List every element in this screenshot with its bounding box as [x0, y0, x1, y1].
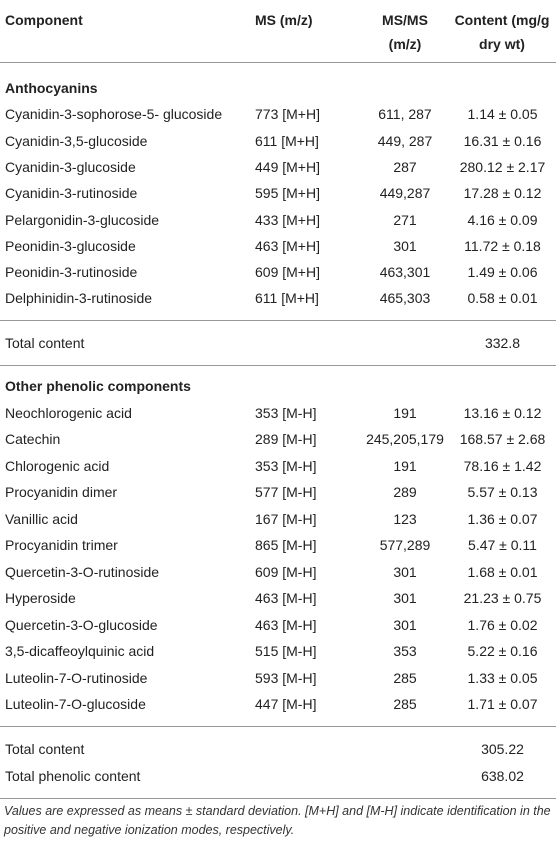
total-value: 305.22: [481, 741, 524, 758]
ms: 609 [M+H]: [255, 264, 320, 281]
total-label: Total phenolic content: [5, 768, 141, 785]
msms: 301: [393, 563, 417, 580]
msms: 245,205,179: [366, 431, 444, 448]
ms: 449 [M+H]: [255, 158, 320, 175]
content: 280.12 ± 2.17: [459, 158, 546, 175]
msms: 289: [393, 484, 417, 501]
component: Delphinidin-3-rutinoside: [5, 290, 153, 307]
msms: 353: [393, 643, 417, 660]
ms: 463 [M+H]: [255, 237, 320, 254]
msms: 301: [393, 616, 417, 633]
content: 0.58 ± 0.01: [467, 290, 538, 307]
component: Procyanidin dimer: [5, 484, 118, 501]
total-value: 638.02: [481, 768, 524, 785]
ms: 353 [M-H]: [255, 457, 317, 474]
msms: 463,301: [379, 264, 431, 281]
component: Hyperoside: [5, 590, 76, 607]
section-title: Anthocyanins: [5, 80, 98, 96]
component: Pelargonidin-3-glucoside: [5, 211, 160, 228]
ms: 611 [M+H]: [255, 132, 319, 149]
total-value: 332.8: [484, 335, 521, 352]
ms: 577 [M-H]: [255, 484, 317, 501]
msms: 449,287: [379, 185, 431, 202]
content: 1.36 ± 0.07: [467, 510, 538, 527]
ms: 447 [M-H]: [255, 696, 317, 713]
rule: [0, 798, 556, 800]
column-header: Content (mg/g dry wt): [454, 12, 550, 52]
content: 1.71 ± 0.07: [467, 696, 538, 713]
component: Quercetin-3-O-glucoside: [5, 616, 158, 633]
component: Quercetin-3-O-rutinoside: [5, 563, 160, 580]
msms: 449, 287: [377, 132, 433, 149]
content: 17.28 ± 0.12: [463, 185, 542, 202]
rule: [0, 62, 556, 63]
msms: 191: [393, 404, 417, 421]
component: Luteolin-7-O-glucoside: [5, 696, 146, 713]
content: 168.57 ± 2.68: [459, 431, 546, 448]
content: 13.16 ± 0.12: [463, 404, 542, 421]
ms: 167 [M-H]: [255, 510, 317, 527]
content: 5.47 ± 0.11: [468, 537, 537, 554]
msms: 301: [393, 590, 417, 607]
msms: 123: [393, 510, 417, 527]
msms: 465,303: [379, 290, 431, 307]
content: 1.49 ± 0.06: [467, 264, 538, 281]
content: 5.22 ± 0.16: [467, 643, 538, 660]
msms: 285: [393, 696, 417, 713]
component: 3,5-dicaffeoylquinic acid: [5, 643, 155, 660]
msms: 287: [393, 158, 417, 175]
content: 16.31 ± 0.16: [463, 132, 542, 149]
msms: 301: [393, 237, 417, 254]
column-header: MS/MS (m/z): [382, 12, 428, 52]
rule: [0, 365, 556, 367]
component: Chlorogenic acid: [5, 457, 110, 474]
component: Vanillic acid: [5, 510, 78, 527]
footnote: Values are expressed as means ± standard…: [4, 804, 551, 838]
content: 1.33 ± 0.05: [467, 669, 538, 686]
rule: [0, 726, 556, 728]
content: 1.14 ± 0.05: [467, 106, 538, 123]
component: Peonidin-3-rutinoside: [5, 264, 138, 281]
component: Cyanidin-3-sophorose-5- glucoside: [5, 106, 223, 123]
ms: 593 [M-H]: [255, 669, 317, 686]
ms: 595 [M+H]: [255, 185, 320, 202]
content: 4.16 ± 0.09: [467, 211, 538, 228]
ms: 433 [M+H]: [255, 211, 320, 228]
column-header: MS (m/z): [255, 12, 313, 28]
component: Luteolin-7-O-rutinoside: [5, 669, 148, 686]
ms: 773 [M+H]: [255, 106, 320, 123]
content: 1.76 ± 0.02: [467, 616, 538, 633]
component: Cyanidin-3,5-glucoside: [5, 132, 148, 149]
ms: 463 [M-H]: [255, 616, 317, 633]
content: 21.23 ± 0.75: [463, 590, 542, 607]
rule: [0, 320, 556, 322]
total-label: Total content: [5, 741, 85, 758]
content: 5.57 ± 0.13: [467, 484, 538, 501]
column-header: Component: [5, 12, 83, 28]
msms: 611, 287: [378, 106, 432, 123]
component: Peonidin-3-glucoside: [5, 237, 136, 254]
ms: 865 [M-H]: [255, 537, 317, 554]
component: Cyanidin-3-rutinoside: [5, 185, 138, 202]
ms: 353 [M-H]: [255, 404, 317, 421]
component: Procyanidin trimer: [5, 537, 118, 554]
section-title: Other phenolic components: [5, 378, 191, 395]
content: 78.16 ± 1.42: [463, 457, 542, 474]
ms: 611 [M+H]: [255, 290, 319, 307]
component: Cyanidin-3-glucoside: [5, 158, 136, 175]
total-label: Total content: [5, 335, 85, 352]
msms: 191: [393, 457, 417, 474]
msms: 285: [393, 669, 417, 686]
msms: 577,289: [379, 537, 431, 554]
ms: 515 [M-H]: [255, 643, 317, 660]
component: Catechin: [5, 431, 61, 448]
component: Neochlorogenic acid: [5, 404, 132, 421]
msms: 271: [393, 211, 417, 228]
content: 1.68 ± 0.01: [467, 563, 538, 580]
ms: 289 [M-H]: [255, 431, 317, 448]
content: 11.72 ± 0.18: [464, 237, 541, 254]
ms: 463 [M-H]: [255, 590, 317, 607]
ms: 609 [M-H]: [255, 563, 317, 580]
